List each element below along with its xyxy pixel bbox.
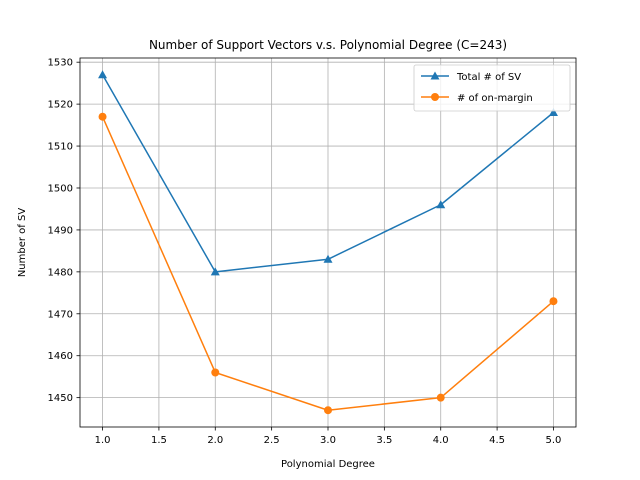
x-tick-label: 2.5 bbox=[264, 435, 280, 446]
y-tick-label: 1450 bbox=[48, 393, 73, 404]
series-total-sv bbox=[98, 70, 558, 276]
grid bbox=[80, 58, 576, 427]
y-axis: 1450 1460 1470 1480 1490 1500 1510 1520 1530 bbox=[48, 58, 80, 404]
legend-marker-on-margin bbox=[431, 93, 439, 101]
x-tick-label: 3.0 bbox=[320, 435, 336, 446]
x-tick-label: 4.5 bbox=[489, 435, 505, 446]
y-tick-label: 1480 bbox=[48, 267, 73, 278]
data-point-on-margin bbox=[549, 297, 558, 306]
y-tick-label: 1460 bbox=[48, 351, 73, 362]
data-point-on-margin bbox=[98, 112, 107, 121]
y-tick-label: 1470 bbox=[48, 309, 73, 320]
chart-title: Number of Support Vectors v.s. Polynomia… bbox=[149, 38, 507, 52]
data-point-total-sv bbox=[323, 254, 333, 263]
x-tick-label: 1.5 bbox=[151, 435, 167, 446]
data-point-on-margin bbox=[436, 393, 445, 402]
x-tick-label: 5.0 bbox=[546, 435, 562, 446]
series-layer bbox=[98, 70, 558, 415]
y-tick-label: 1490 bbox=[48, 225, 73, 236]
y-tick-label: 1520 bbox=[48, 100, 73, 111]
data-point-total-sv bbox=[436, 200, 446, 209]
y-tick-label: 1510 bbox=[48, 142, 73, 153]
legend-label-total-sv: Total # of SV bbox=[456, 72, 521, 83]
y-tick-label: 1530 bbox=[48, 58, 73, 69]
data-point-total-sv bbox=[548, 108, 558, 117]
y-tick-label: 1500 bbox=[48, 183, 73, 194]
x-tick-label: 2.0 bbox=[207, 435, 223, 446]
y-axis-label: Number of SV bbox=[17, 208, 28, 278]
data-point-total-sv bbox=[98, 70, 108, 79]
x-tick-label: 1.0 bbox=[95, 435, 111, 446]
data-point-on-margin bbox=[324, 406, 332, 415]
legend: Total # of SV # of on-margin bbox=[413, 64, 571, 112]
x-tick-label: 3.5 bbox=[376, 435, 392, 446]
data-point-total-sv bbox=[210, 267, 220, 276]
legend-box bbox=[413, 64, 571, 112]
legend-label-on-margin: # of on-margin bbox=[457, 93, 533, 104]
x-axis: 1.0 1.5 2.0 2.5 3.0 3.5 4.0 4.5 5.0 bbox=[95, 427, 562, 446]
x-axis-label: Polynomial Degree bbox=[281, 459, 375, 470]
data-point-on-margin bbox=[211, 368, 220, 377]
legend-marker-total-sv bbox=[430, 71, 440, 80]
series-on-margin bbox=[98, 112, 558, 415]
x-tick-label: 4.0 bbox=[433, 435, 449, 446]
